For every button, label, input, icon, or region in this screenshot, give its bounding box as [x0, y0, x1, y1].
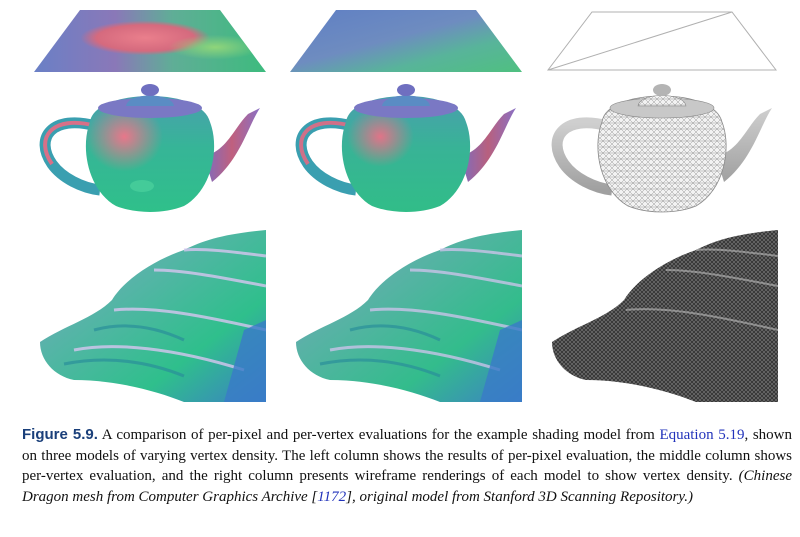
triangle-per-pixel: [34, 10, 266, 72]
dragon-wireframe: [546, 230, 778, 402]
triangle-per-vertex: [290, 10, 522, 72]
dragon-wireframe-image: [546, 230, 778, 402]
teapot-per-vertex-image: [295, 84, 516, 212]
triangle-per-vertex-image: [290, 10, 522, 72]
triangle-wireframe: [546, 10, 778, 72]
caption-credit: (Chinese Dragon mesh from Computer Graph…: [22, 468, 792, 505]
caption-text-1: A comparison of per-pixel and per-vertex…: [101, 427, 655, 443]
triangle-wireframe-image: [546, 11, 778, 71]
equation-link[interactable]: Equation 5.19: [659, 427, 745, 443]
credit-text-1: (Chinese Dragon mesh from Computer Graph…: [22, 468, 792, 505]
dragon-per-pixel: [34, 230, 266, 402]
citation-link[interactable]: 1172: [317, 488, 347, 505]
teapot-per-vertex: [290, 78, 522, 218]
figure-label: Figure 5.9.: [22, 426, 98, 443]
teapot-wireframe: [546, 78, 778, 218]
credit-text-2: ], original model from Stanford 3D Scann…: [346, 488, 693, 505]
dragon-per-vertex: [290, 230, 522, 402]
teapot-per-pixel: [34, 78, 266, 218]
caption-text-2: , shown on three models of varying verte…: [22, 427, 793, 484]
dragon-per-vertex-image: [290, 230, 522, 402]
figure-caption: Figure 5.9. A comparison of per-pixel an…: [22, 425, 792, 507]
dragon-per-pixel-image: [34, 230, 266, 402]
teapot-wireframe-image: [551, 84, 772, 213]
teapot-per-pixel-image: [39, 84, 260, 212]
triangle-per-pixel-image: [34, 10, 266, 72]
